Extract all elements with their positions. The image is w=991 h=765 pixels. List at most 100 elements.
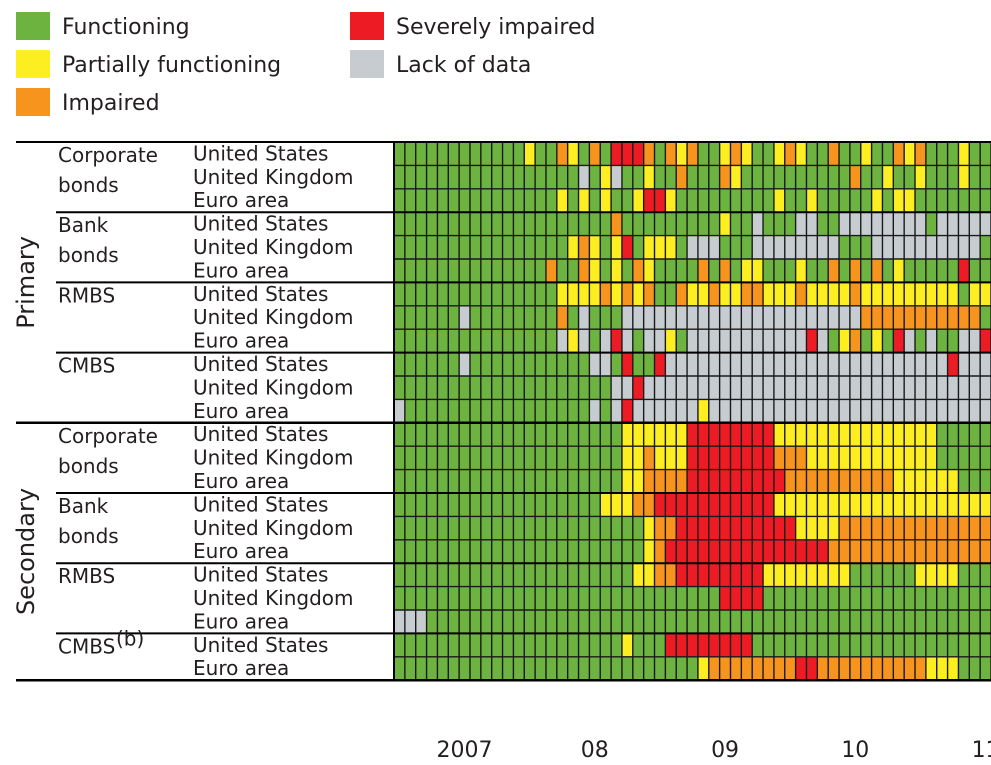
heatmap-cell-14-41 (839, 469, 850, 493)
heatmap-cell-4-8 (480, 235, 492, 259)
heatmap-cell-7-29 (708, 305, 720, 330)
heatmap-cell-22-3 (426, 656, 438, 681)
heatmap-cell-5-53 (969, 259, 981, 283)
heatmap-cell-16-13 (535, 516, 546, 540)
heatmap-cell-12-9 (491, 422, 503, 447)
heatmap-cell-8-0 (394, 329, 405, 353)
heatmap-cell-14-0 (394, 469, 405, 493)
heatmap-cell-1-35 (773, 165, 785, 189)
heatmap-cell-18-46 (893, 563, 905, 587)
heatmap-cell-12-40 (828, 422, 840, 447)
heatmap-cell-2-13 (535, 188, 546, 213)
heatmap-cell-14-40 (828, 469, 840, 493)
heatmap-cell-18-18 (589, 563, 601, 587)
heatmap-cell-6-12 (524, 282, 536, 306)
heatmap-cell-2-30 (719, 188, 731, 213)
heatmap-cell-12-8 (480, 422, 492, 447)
heatmap-cell-11-17 (578, 399, 590, 423)
heatmap-cell-12-49 (925, 422, 937, 447)
heatmap-cell-1-6 (459, 165, 470, 189)
heatmap-cell-5-8 (480, 259, 492, 283)
heatmap-cell-13-45 (882, 446, 894, 470)
heatmap-cell-1-5 (448, 165, 460, 189)
heatmap-cell-18-39 (817, 563, 829, 587)
heatmap-cell-9-41 (839, 352, 850, 376)
heatmap-cell-6-25 (665, 282, 677, 306)
heatmap-cell-22-44 (871, 656, 883, 681)
heatmap-cell-15-44 (871, 493, 883, 517)
heatmap-cell-16-53 (969, 516, 981, 540)
heatmap-cell-3-18 (589, 212, 601, 236)
heatmap-cell-13-14 (545, 446, 557, 470)
heatmap-cell-16-54 (980, 516, 991, 540)
heatmap-cell-15-0 (394, 493, 405, 517)
heatmap-cell-4-4 (437, 235, 449, 259)
heatmap-cell-7-24 (654, 305, 666, 330)
heatmap-cell-8-3 (426, 329, 438, 353)
heatmap-cell-9-31 (730, 352, 742, 376)
heatmap-cell-17-29 (708, 539, 720, 564)
heatmap-cell-20-50 (936, 610, 948, 634)
heatmap-cell-18-0 (394, 563, 405, 587)
heatmap-cell-20-12 (524, 610, 536, 634)
heatmap-cell-0-49 (925, 142, 937, 166)
heatmap-cell-15-20 (611, 493, 622, 517)
heatmap-cell-18-53 (969, 563, 981, 587)
heatmap-cell-7-54 (980, 305, 991, 330)
heatmap-cell-19-25 (665, 586, 677, 610)
heatmap-cell-10-11 (513, 376, 525, 400)
heatmap-cell-10-33 (752, 376, 764, 400)
heatmap-cell-11-25 (665, 399, 677, 423)
heatmap-cell-22-26 (676, 656, 688, 681)
heatmap-cell-10-0 (394, 376, 405, 400)
heatmap-cell-13-19 (600, 446, 612, 470)
heatmap-cell-1-39 (817, 165, 829, 189)
heatmap-cell-9-27 (687, 352, 698, 376)
heatmap-cell-17-53 (969, 539, 981, 564)
heatmap-cell-14-13 (535, 469, 546, 493)
heatmap-cell-13-27 (687, 446, 698, 470)
heatmap-cell-3-4 (437, 212, 449, 236)
heatmap-cell-5-18 (589, 259, 601, 283)
heatmap-cell-18-50 (936, 563, 948, 587)
heatmap-cell-17-52 (958, 539, 970, 564)
heatmap-cell-7-34 (763, 305, 774, 330)
heatmap-cell-4-16 (567, 235, 579, 259)
heatmap-cell-3-37 (795, 212, 807, 236)
heatmap-cell-7-2 (415, 305, 427, 330)
heatmap-cell-12-37 (795, 422, 807, 447)
heatmap-cell-18-30 (719, 563, 731, 587)
heatmap-cell-19-42 (849, 586, 861, 610)
heatmap-cell-8-40 (828, 329, 840, 353)
heatmap-cell-2-15 (556, 188, 568, 213)
heatmap-cell-1-27 (687, 165, 698, 189)
heatmap-cell-16-14 (545, 516, 557, 540)
heatmap-cell-12-24 (654, 422, 666, 447)
heatmap-cell-16-10 (502, 516, 514, 540)
heatmap-cell-17-21 (621, 539, 633, 564)
heatmap-cell-11-0 (394, 399, 405, 423)
heatmap-cell-9-49 (925, 352, 937, 376)
heatmap-cell-16-7 (469, 516, 481, 540)
heatmap-cell-20-44 (871, 610, 883, 634)
heatmap-cell-21-42 (849, 633, 861, 657)
heatmap-cell-16-51 (947, 516, 959, 540)
heatmap-cell-10-8 (480, 376, 492, 400)
heatmap-cell-9-11 (513, 352, 525, 376)
row-label: United States (193, 141, 328, 165)
heatmap-cell-9-6 (459, 352, 470, 376)
heatmap-cell-13-41 (839, 446, 850, 470)
heatmap-cell-13-20 (611, 446, 622, 470)
heatmap-cell-10-7 (469, 376, 481, 400)
heatmap-cell-10-34 (763, 376, 774, 400)
heatmap-cell-15-26 (676, 493, 688, 517)
heatmap-cell-2-52 (958, 188, 970, 213)
heatmap-cell-18-35 (773, 563, 785, 587)
heatmap-cell-16-48 (915, 516, 926, 540)
heatmap-cell-0-30 (719, 142, 731, 166)
heatmap-cell-4-30 (719, 235, 731, 259)
heatmap-cell-8-42 (849, 329, 861, 353)
heatmap-cell-7-37 (795, 305, 807, 330)
heatmap-cell-17-28 (697, 539, 709, 564)
heatmap-cell-8-27 (687, 329, 698, 353)
